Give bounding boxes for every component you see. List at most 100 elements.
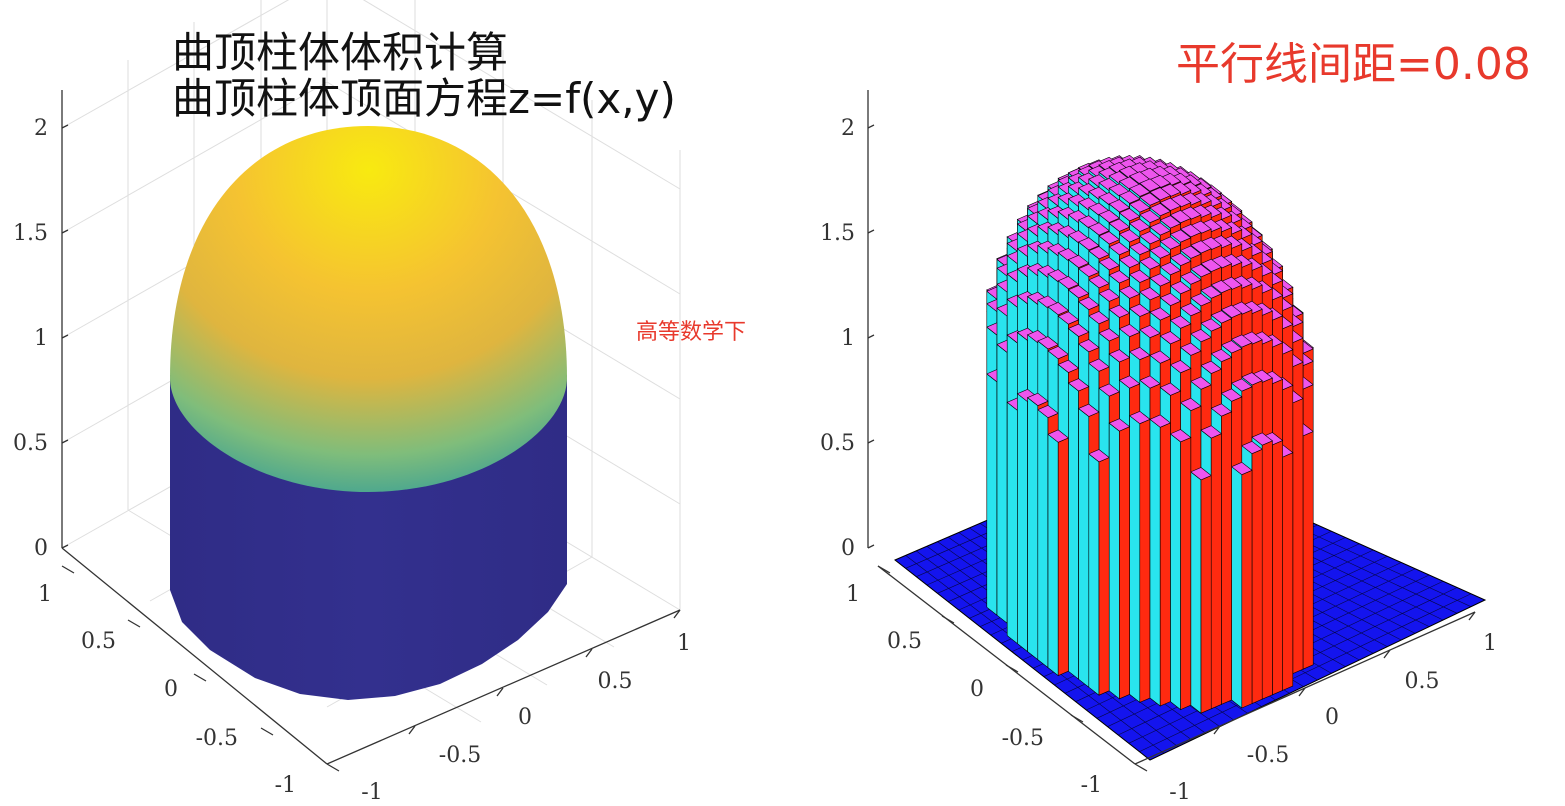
bar-face — [1180, 245, 1202, 259]
bar-face — [1190, 467, 1212, 481]
left-tick-marks — [61, 124, 681, 772]
bar — [1231, 461, 1253, 709]
bar-face — [1169, 281, 1192, 295]
right-plot: 0 0.5 1 1.5 2 1 0.5 0 -0.5 -1 -1 -0.5 0 … — [820, 90, 1497, 805]
bar-face — [1200, 360, 1222, 374]
bar-face — [1190, 329, 1212, 343]
bar-face — [1241, 440, 1263, 455]
bar-face — [1231, 378, 1253, 392]
bar-face — [1006, 401, 1018, 645]
bar-face — [1098, 457, 1110, 696]
bar-face — [1241, 372, 1263, 386]
bar-face — [1108, 418, 1131, 432]
right-tick-marks — [867, 124, 1476, 772]
bar-face — [1078, 237, 1100, 251]
bar-face — [1210, 348, 1233, 363]
bar-face — [1057, 311, 1080, 325]
left-z-tick-label: 1 — [34, 326, 48, 351]
bar-face — [1149, 187, 1171, 201]
bar-face — [1088, 358, 1110, 372]
bar-face — [1159, 236, 1182, 250]
bar-face — [1241, 469, 1253, 709]
bar-face — [1118, 323, 1141, 338]
bar-face — [1139, 418, 1151, 703]
left-y-tick-label: 1 — [38, 582, 52, 607]
left-x-tick-label: -1 — [361, 780, 382, 805]
bar-face — [1139, 256, 1161, 270]
bar-face — [1200, 475, 1212, 714]
bar-face — [1251, 432, 1273, 446]
bar — [1190, 467, 1212, 714]
bar-face — [1231, 334, 1253, 348]
bar-face — [1027, 396, 1039, 661]
bar-face — [1149, 245, 1171, 259]
bar-face — [1180, 224, 1202, 238]
bar-face — [1159, 262, 1182, 276]
bar-face — [1118, 285, 1141, 299]
bar-face — [1220, 340, 1243, 354]
bar-face — [1159, 331, 1182, 345]
left-z-tick-labels: 0 0.5 1 1.5 2 — [13, 116, 48, 561]
bar-face — [1129, 303, 1151, 317]
bar-face — [1190, 293, 1212, 307]
bar-face — [996, 343, 1008, 624]
bar-face — [1108, 270, 1131, 284]
bar-face — [1272, 440, 1283, 696]
left-y-tick-label: -0.5 — [196, 726, 238, 751]
left-z-tick-label: 0 — [34, 536, 48, 561]
bar-face — [1210, 403, 1233, 417]
right-x-tick-label: 1 — [1483, 631, 1497, 656]
right-y-tick-label: -1 — [1081, 773, 1102, 798]
bar-face — [1210, 433, 1222, 710]
bar-face — [1149, 203, 1171, 217]
bar-face — [1047, 429, 1069, 443]
right-z-tick-label: 1 — [841, 326, 855, 351]
bar-face — [1088, 246, 1110, 260]
bar-face — [1017, 393, 1028, 653]
dome-surface — [170, 126, 567, 492]
bar-face — [1129, 415, 1141, 704]
bar-face — [1118, 229, 1141, 243]
bar-face — [1108, 422, 1120, 700]
bar-face — [1149, 350, 1171, 364]
bar-face — [1067, 378, 1090, 392]
right-z-tick-label: 0 — [841, 536, 855, 561]
bar-face — [1108, 199, 1131, 213]
bar-face — [1078, 339, 1100, 353]
bar-face — [1118, 208, 1141, 222]
bar-face — [1251, 448, 1263, 705]
bar — [1169, 429, 1192, 711]
left-z-tick-label: 0.5 — [13, 431, 48, 456]
bar-face — [1108, 349, 1131, 363]
bar-face — [986, 373, 998, 616]
bar-face — [1220, 388, 1243, 402]
bar-face — [1169, 252, 1192, 266]
bar — [1129, 410, 1151, 704]
base-grid-line — [1139, 593, 1472, 752]
bar-face — [1200, 318, 1222, 332]
spacing-label: 平行线间距=0.08 — [1176, 39, 1531, 90]
bar-face — [1190, 264, 1212, 278]
bar-face — [1231, 466, 1243, 709]
left-y-tick-label: -1 — [275, 773, 296, 798]
right-x-tick-label: -1 — [1169, 780, 1190, 805]
bar-face — [1302, 431, 1314, 670]
bar-face — [1159, 292, 1182, 306]
left-x-tick-label: 0 — [518, 705, 532, 730]
left-x-tick-label: 1 — [677, 631, 691, 656]
bar-face — [1119, 426, 1130, 700]
bar-face — [1088, 453, 1100, 696]
bar-face — [1139, 192, 1161, 206]
right-y-tick-label: 0.5 — [887, 629, 922, 654]
bar — [1149, 414, 1171, 707]
bar-face — [1057, 437, 1069, 677]
title-surface-equation: 曲顶柱体顶面方程z=f(x,y) — [172, 74, 676, 123]
right-z-tick-label: 2 — [841, 116, 855, 141]
bar-face — [1027, 392, 1049, 406]
right-y-tick-labels: 1 0.5 0 -0.5 -1 — [846, 582, 1102, 798]
right-y-tick-label: -0.5 — [1002, 726, 1044, 751]
bar-face — [1139, 178, 1161, 192]
bar-face — [1047, 433, 1059, 677]
bar-face — [1139, 287, 1161, 301]
bar-face — [1200, 285, 1222, 299]
